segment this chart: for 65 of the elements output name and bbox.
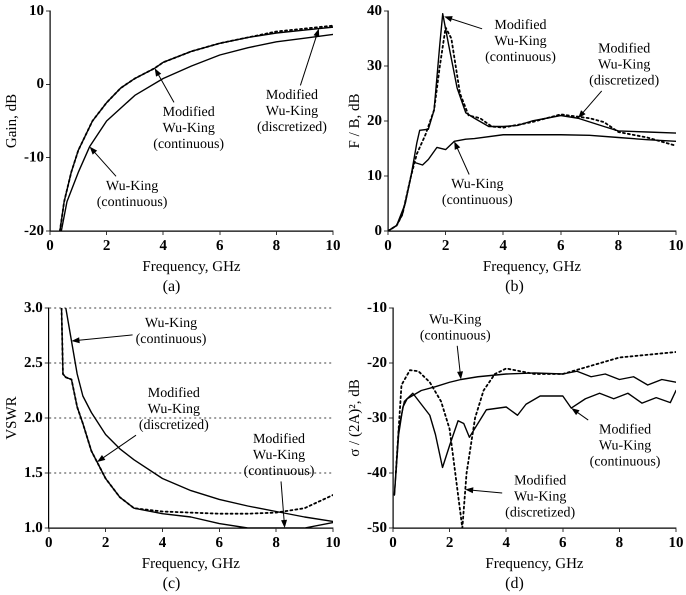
- annotation: Wu-King (continuous): [96, 179, 168, 210]
- text: (d): [504, 574, 525, 594]
- x-tick-label: 6: [557, 238, 566, 254]
- x-tick-label: 8: [272, 238, 280, 254]
- y-tick-label: 0: [36, 76, 44, 92]
- x-axis-title: Frequency, GHz: [485, 556, 584, 572]
- annotation: Modified Wu-King (continuous): [153, 105, 224, 152]
- x-tick-label: 0: [46, 238, 54, 254]
- y-tick-label: -20: [24, 222, 44, 239]
- annotation: Modified Wu-King (continuous): [485, 18, 556, 65]
- annotation: Modified Wu-King (discretized): [589, 42, 660, 89]
- x-tick-label: 4: [499, 238, 508, 254]
- y-tick-label: -10: [366, 300, 387, 316]
- text: (a): [162, 277, 182, 297]
- x-tick-label: 10: [668, 534, 684, 551]
- y-axis-title: σ / (2A)², dB: [346, 379, 363, 457]
- text: (c): [162, 574, 182, 594]
- x-tick-label: 2: [102, 534, 110, 551]
- x-tick-label: 4: [159, 238, 168, 254]
- y-tick-label: 3.0: [24, 300, 43, 316]
- x-axis-title: Frequency, GHz: [482, 258, 582, 275]
- y-tick-label: -40: [366, 464, 387, 481]
- x-tick-label: 8: [272, 534, 280, 551]
- y-tick-label: -30: [366, 410, 387, 426]
- x-axis-title: Frequency, GHz: [142, 556, 240, 572]
- x-tick-label: 2: [446, 534, 454, 551]
- annotation: Wu-King (continuous): [420, 312, 491, 344]
- y-tick-label: 0: [374, 222, 382, 239]
- y-tick-label: -10: [24, 150, 44, 166]
- y-tick-label: 10: [367, 168, 382, 184]
- y-tick-label: -50: [366, 520, 387, 536]
- x-tick-label: 8: [614, 238, 622, 254]
- x-tick-label: 4: [502, 534, 510, 551]
- x-tick-label: 6: [216, 238, 224, 254]
- text: (b): [504, 277, 525, 297]
- x-tick-label: 10: [326, 534, 340, 551]
- x-tick-label: 2: [102, 238, 110, 254]
- y-axis-title: VSWR: [4, 396, 20, 440]
- y-tick-label: 1.5: [24, 464, 43, 481]
- y-tick-label: -20: [366, 354, 387, 371]
- annotation: Modified Wu-King (continuous): [590, 422, 661, 470]
- x-tick-label: 2: [442, 238, 450, 254]
- y-tick-label: 40: [367, 2, 382, 19]
- y-tick-label: 30: [367, 58, 382, 74]
- annotation: Wu-King (continuous): [442, 177, 513, 208]
- y-axis-title: Gain, dB: [4, 94, 20, 148]
- x-tick-label: 10: [668, 238, 684, 254]
- y-tick-label: 2.5: [24, 354, 43, 371]
- y-tick-label: 20: [367, 112, 382, 129]
- annotation: Modified Wu-King (continuous): [244, 432, 315, 480]
- x-tick-label: 8: [616, 534, 624, 551]
- annotation: Modified Wu-King (discretized): [138, 386, 210, 433]
- annotation: Wu-King (continuous): [136, 316, 207, 347]
- x-tick-label: 6: [559, 534, 568, 551]
- x-axis-title: Frequency, GHz: [142, 258, 241, 275]
- x-tick-label: 6: [216, 534, 224, 551]
- annotation: Modified Wu-King (discretized): [505, 473, 576, 520]
- x-tick-label: 10: [326, 238, 340, 254]
- y-tick-label: 1.0: [24, 520, 43, 536]
- x-tick-label: 4: [158, 534, 167, 551]
- y-tick-label: 2.0: [24, 410, 43, 426]
- y-axis-title: F / B, dB: [346, 93, 363, 149]
- x-tick-label: 0: [389, 534, 397, 551]
- annotation: Modified Wu-King (discretized): [256, 88, 328, 136]
- y-tick-label: 10: [28, 2, 44, 19]
